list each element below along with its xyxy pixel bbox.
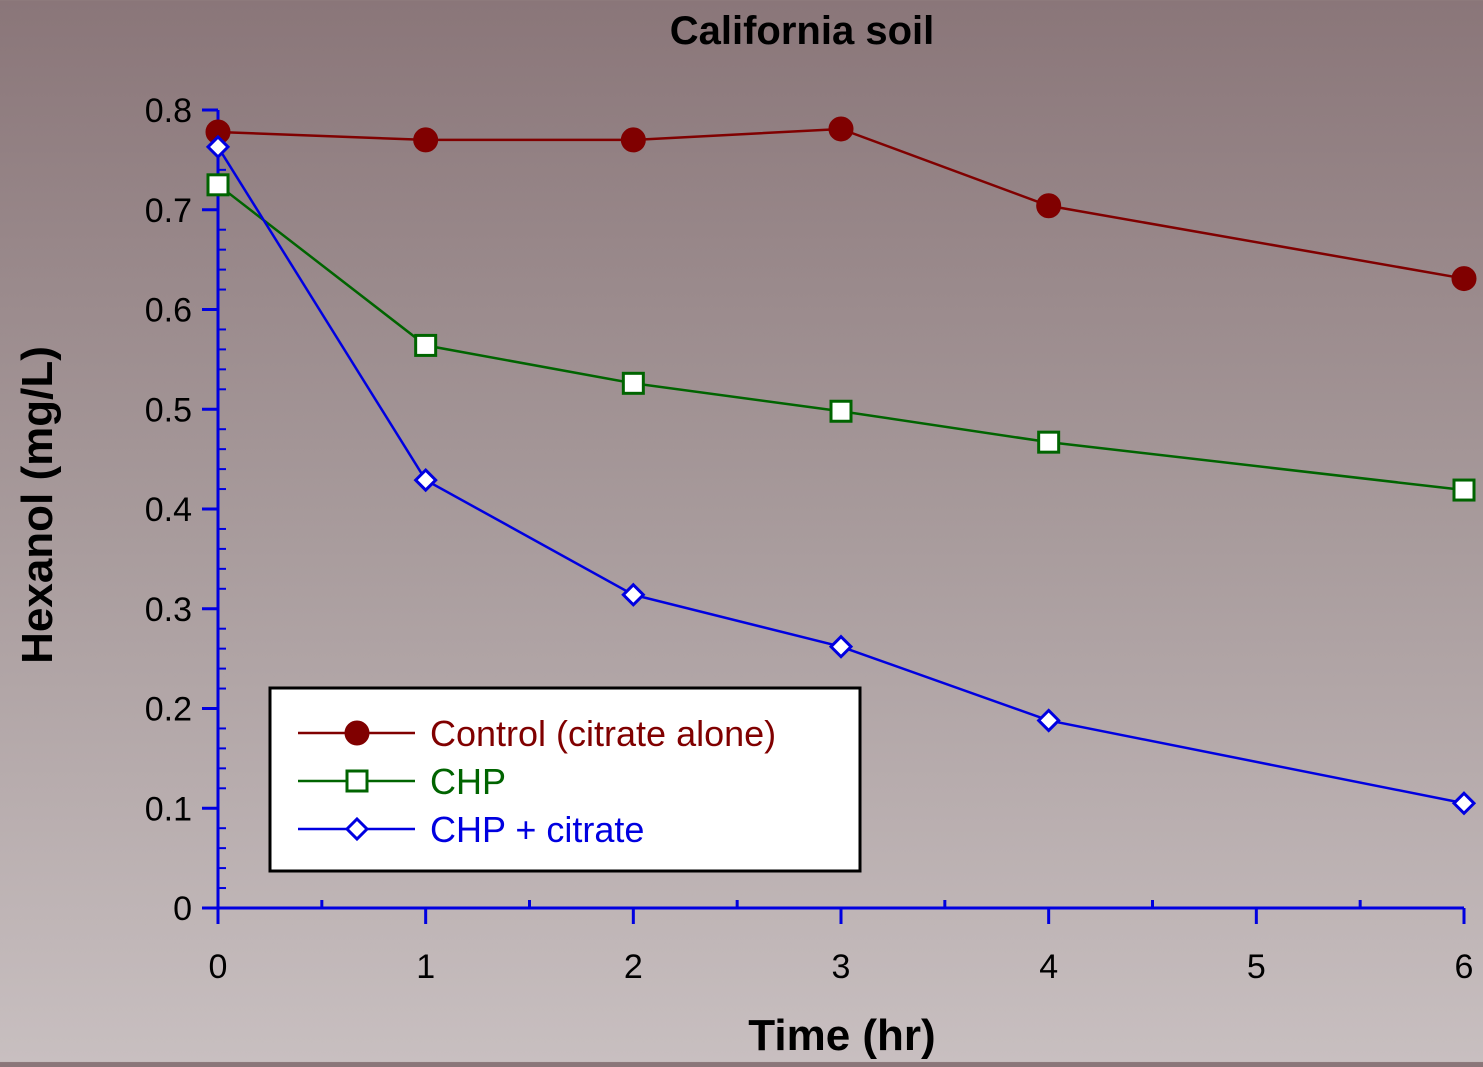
data-point [620,127,646,153]
y-tick-label: 0 [173,890,192,928]
data-point [414,333,438,357]
legend-marker [345,769,369,793]
series-line [217,127,1465,280]
legend-label: Control (citrate alone) [430,713,776,754]
chart-title: California soil [670,9,935,53]
y-tick-label: 0.1 [145,790,192,828]
x-tick-label: 2 [624,948,643,986]
series-2 [205,134,1477,816]
data-point [206,173,230,197]
data-point [621,371,645,395]
x-tick-label: 0 [209,948,228,986]
legend-label: CHP + citrate [430,809,644,850]
y-tick-label: 0.5 [145,391,192,429]
legend-marker [344,816,370,842]
data-point [1451,266,1477,292]
y-tick-label: 0.3 [145,591,192,629]
y-tick-label: 0.4 [145,491,192,529]
series-1 [206,173,1476,502]
x-tick-label: 3 [832,948,851,986]
x-tick-label: 1 [416,948,435,986]
data-point [205,134,231,160]
axes: 0 0.1 0.2 0.3 0.4 0.5 0.6 0.7 0.8 0 1 2 3 4 5 6 [145,92,1474,986]
x-tick-label: 4 [1039,948,1058,986]
data-point [413,127,439,153]
y-tick-label: 0.7 [145,192,192,230]
data-point [1036,193,1062,219]
legend: Control (citrate alone) CHP CHP + citrate [268,686,862,873]
data-point [1452,478,1476,502]
y-tick-label: 0.2 [145,691,192,729]
data-point [828,116,854,142]
data-point [1037,430,1061,454]
data-point [413,467,438,493]
data-point [828,634,854,659]
data-point [829,399,853,423]
y-tick-label: 0.8 [145,92,192,130]
legend-label: CHP [430,761,506,802]
legend-entry: Control (citrate alone) [298,713,776,754]
legend-marker [344,720,370,746]
series-line [217,183,1465,492]
legend-entry: CHP [298,761,506,802]
y-axis-label: Hexanol (mg/L) [13,346,62,664]
y-tick-label: 0.6 [145,292,192,330]
data-point [621,582,646,607]
x-tick-label: 5 [1247,948,1266,986]
legend-entry: CHP + citrate [298,809,644,850]
x-tick-label: 6 [1455,948,1474,986]
series-line [216,146,1465,805]
x-axis-label: Time (hr) [748,1011,935,1060]
data-point [1036,708,1061,733]
series-0 [205,116,1477,292]
plot-area [205,116,1477,816]
data-point [1451,791,1477,816]
